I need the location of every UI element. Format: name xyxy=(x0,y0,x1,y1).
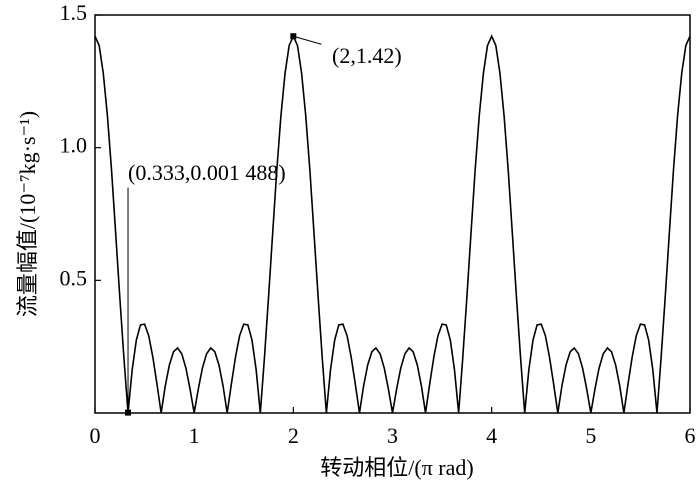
x-tick-label: 0 xyxy=(90,423,101,448)
annotation-leader xyxy=(293,35,322,45)
x-axis-label: 转动相位/(π rad) xyxy=(320,455,473,480)
y-tick-label: 1.5 xyxy=(60,0,88,25)
x-tick-label: 5 xyxy=(585,423,596,448)
annotation-marker xyxy=(290,33,297,40)
annotation-marker xyxy=(125,409,132,416)
annotation-label: (0.333,0.001 488) xyxy=(128,160,286,185)
y-tick-label: 1.0 xyxy=(60,133,88,158)
annotation-label: (2,1.42) xyxy=(332,43,402,68)
x-tick-label: 4 xyxy=(486,423,497,448)
x-tick-label: 3 xyxy=(387,423,398,448)
plot-frame xyxy=(94,14,691,414)
y-axis-label: 流量幅值/(10⁻⁷kg·s⁻¹) xyxy=(15,111,40,317)
x-tick-label: 6 xyxy=(685,423,696,448)
x-tick-label: 2 xyxy=(288,423,299,448)
data-line xyxy=(94,34,691,414)
y-tick-label: 0.5 xyxy=(60,265,88,290)
x-tick-label: 1 xyxy=(189,423,200,448)
